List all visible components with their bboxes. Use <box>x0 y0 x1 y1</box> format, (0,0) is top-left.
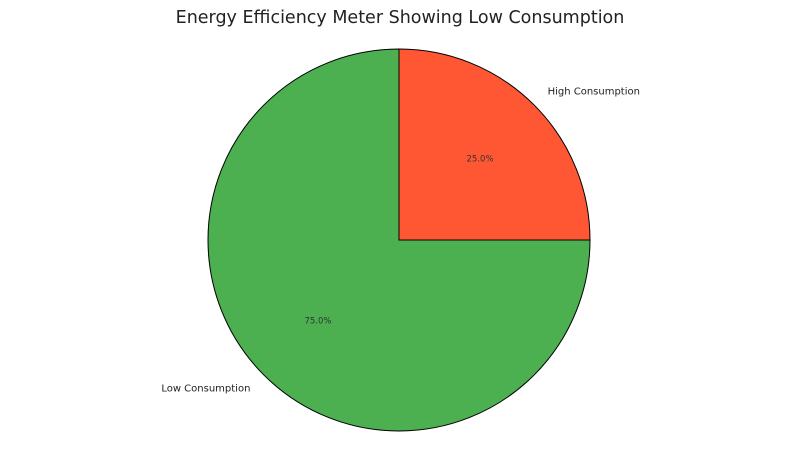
chart-title: Energy Efficiency Meter Showing Low Cons… <box>175 8 625 28</box>
pie-category-label: Low Consumption <box>161 384 250 395</box>
pie-percent-label: 75.0% <box>304 317 331 327</box>
pie-slice-low-consumption <box>207 48 591 432</box>
pie-category-label: High Consumption <box>548 86 640 97</box>
pie-slice-high-consumption <box>398 48 591 241</box>
pie-percent-label: 25.0% <box>467 154 494 164</box>
